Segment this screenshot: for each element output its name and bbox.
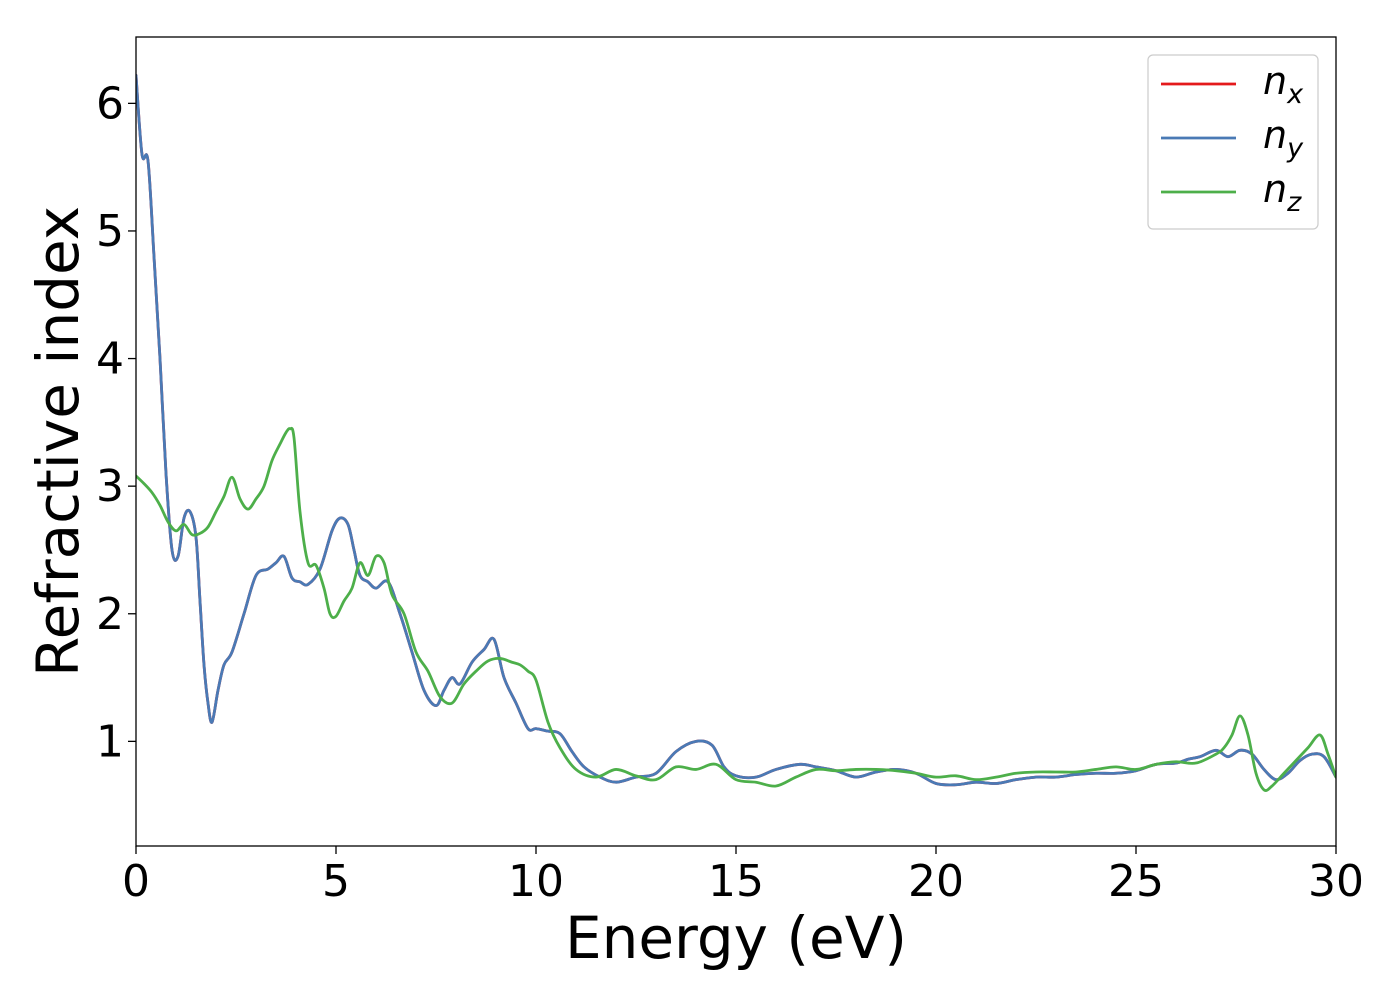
legend-label-z: nz [1263,167,1302,218]
y-tick-label: 1 [96,716,124,767]
y-tick-label: 5 [96,206,124,257]
y-tick-label: 6 [96,78,124,129]
y-axis-label: Refractive index [24,206,92,677]
legend-label-y: ny [1263,113,1304,164]
x-tick-label: 25 [1108,856,1164,907]
series-line-z [136,426,1336,792]
ticks-layer: 0 5 10 15 20 25 30 1 2 3 4 5 6 [96,78,1364,907]
legend-label-x: nx [1263,59,1304,110]
x-tick-label: 10 [508,856,564,907]
x-axis-label: Energy (eV) [565,904,907,972]
y-tick-label: 3 [96,461,124,512]
y-tick-label: 4 [96,334,124,385]
x-tick-label: 30 [1308,856,1364,907]
x-tick-label: 20 [908,856,964,907]
x-tick-label: 15 [708,856,764,907]
x-tick-label: 0 [122,856,150,907]
series-line-y [136,73,1336,787]
y-tick-label: 2 [96,589,124,640]
series-layer [136,73,1336,792]
x-tick-label: 5 [322,856,350,907]
legend-box [1147,54,1319,230]
